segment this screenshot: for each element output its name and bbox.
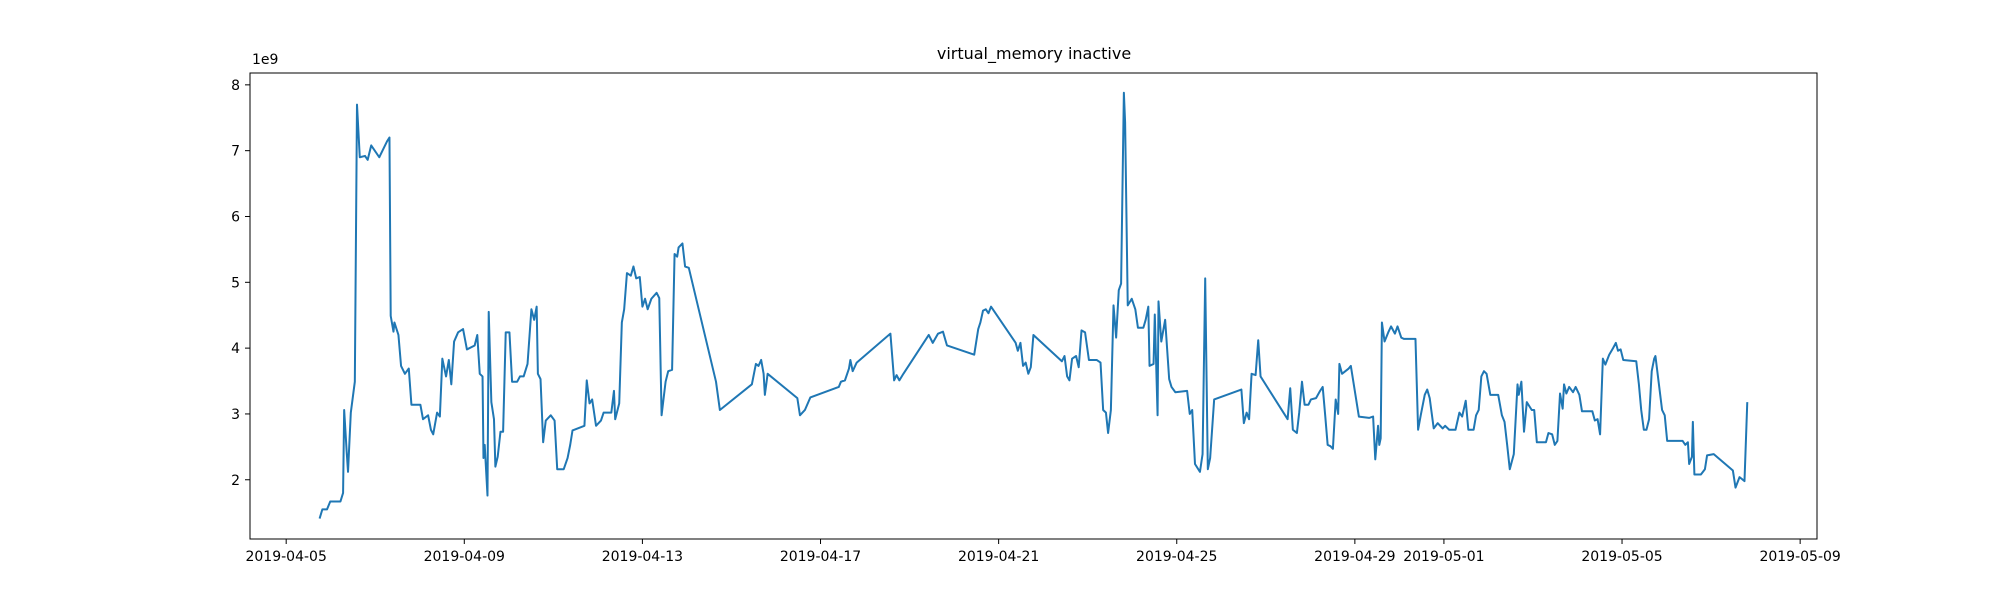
y-tick-label: 2 — [231, 473, 240, 489]
x-tick-label: 2019-04-13 — [602, 549, 683, 565]
y-tick-label: 5 — [231, 275, 240, 291]
x-tick-label: 2019-04-25 — [1136, 549, 1217, 565]
x-tick-label: 2019-04-05 — [245, 549, 326, 565]
y-tick-label: 8 — [231, 78, 240, 94]
y-tick-label: 3 — [231, 407, 240, 423]
x-tick-label: 2019-05-05 — [1581, 549, 1662, 565]
x-tick-label: 2019-04-09 — [424, 549, 505, 565]
y-tick-label: 7 — [231, 144, 240, 160]
x-tick-label: 2019-04-21 — [958, 549, 1039, 565]
x-tick-label: 2019-04-17 — [780, 549, 861, 565]
x-tick-label: 2019-05-01 — [1403, 549, 1484, 565]
y-offset-label: 1e9 — [252, 52, 278, 68]
x-tick-label: 2019-04-29 — [1314, 549, 1395, 565]
y-tick-label: 4 — [231, 341, 240, 357]
chart-title: virtual_memory inactive — [937, 44, 1131, 64]
plot-frame — [249, 72, 1818, 540]
x-tick-label: 2019-05-09 — [1759, 549, 1840, 565]
data-line — [318, 91, 1749, 519]
y-tick-label: 6 — [231, 209, 240, 225]
